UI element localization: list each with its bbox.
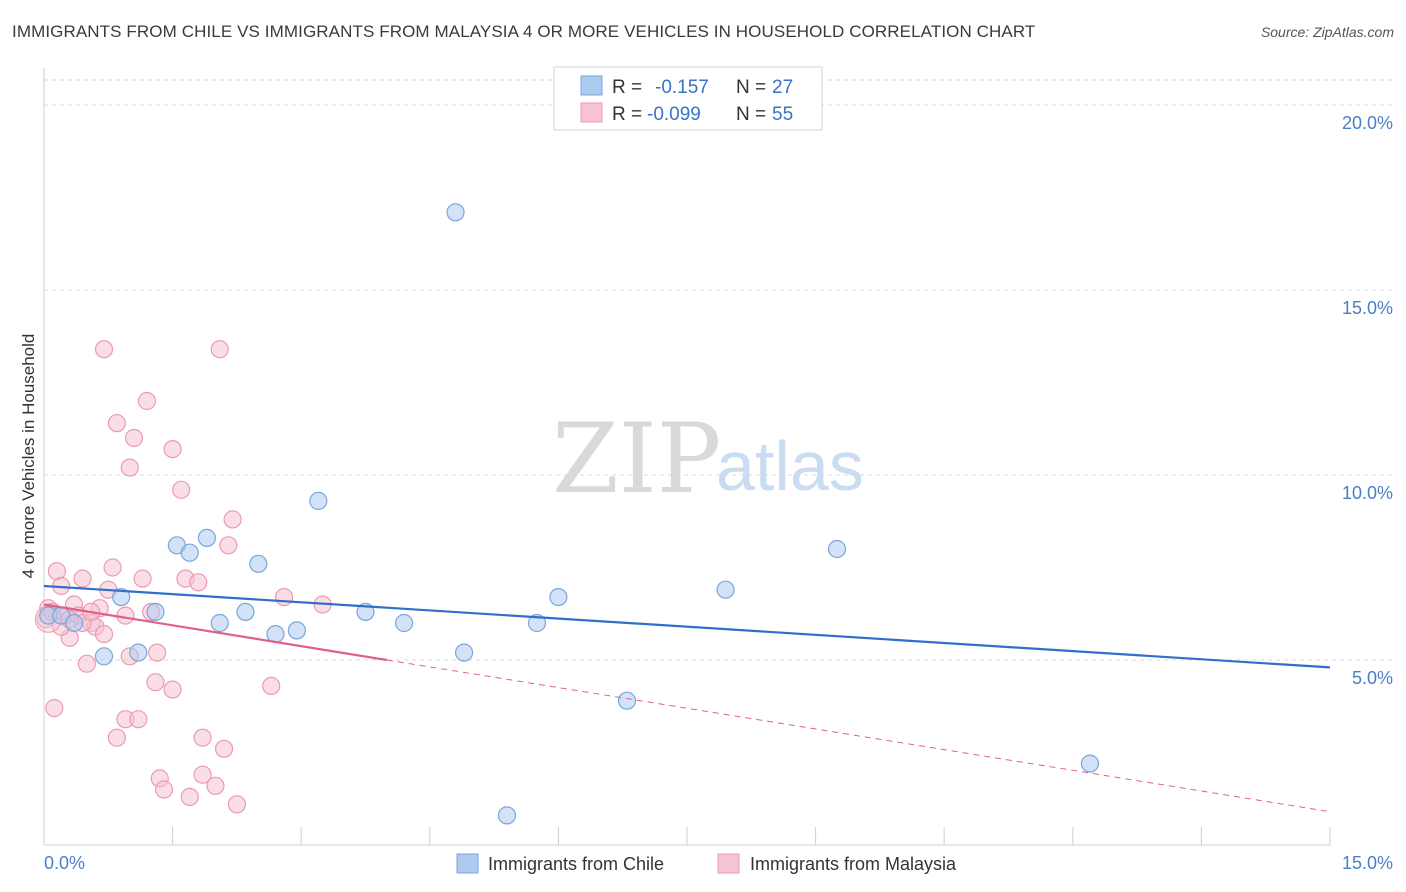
legend-r-label-malaysia: R =: [612, 104, 642, 125]
chile-point: [454, 643, 474, 662]
chile-point: [497, 806, 517, 825]
malaysia-point: [146, 673, 165, 692]
malaysia-point: [189, 573, 208, 592]
malaysia-point: [274, 587, 294, 607]
chile-point: [446, 203, 465, 222]
chile-point: [180, 543, 199, 562]
malaysia-point: [223, 510, 242, 529]
malaysia-point: [107, 728, 126, 747]
chile-point: [249, 554, 268, 573]
legend-n-label-malaysia: N =: [736, 104, 766, 125]
malaysia-point: [94, 624, 114, 644]
malaysia-point: [137, 391, 156, 411]
malaysia-point: [206, 776, 225, 795]
malaysia-point: [219, 536, 238, 555]
chile-point: [527, 613, 547, 633]
correlation-legend: R = -0.157 N = 27 R = -0.099 N = 55: [553, 66, 823, 131]
malaysia-point: [124, 428, 144, 448]
malaysia-point: [172, 480, 191, 499]
chile-point: [129, 643, 148, 662]
chile-point: [309, 491, 328, 510]
malaysia-point: [94, 340, 114, 359]
chile-point: [287, 621, 307, 640]
malaysia-point: [262, 676, 281, 696]
malaysia-point: [133, 569, 152, 588]
series-legend-swatch-malaysia: [717, 853, 740, 874]
chile-point: [394, 613, 414, 633]
malaysia-point: [163, 440, 182, 459]
legend-swatch-malaysia: [580, 102, 603, 123]
y-tick-labels: 5.0% 10.0% 15.0% 20.0%: [1342, 113, 1393, 688]
chile-point: [146, 602, 165, 622]
chile-points: [39, 203, 1100, 825]
chile-point: [827, 539, 847, 559]
trend-lines: [43, 584, 1331, 813]
watermark-atlas: atlas: [716, 427, 864, 505]
chile-point: [197, 528, 216, 548]
malaysia-trend-line: [43, 603, 388, 662]
chile-point: [549, 587, 568, 607]
legend-swatch-chile: [580, 75, 603, 96]
malaysia-point: [193, 765, 212, 784]
series-legend-swatch-chile: [456, 853, 479, 874]
malaysia-point: [193, 728, 212, 747]
chile-point: [210, 613, 229, 633]
malaysia-point: [180, 787, 199, 807]
chile-point: [64, 613, 84, 633]
malaysia-point: [103, 558, 122, 577]
malaysia-point: [163, 680, 182, 699]
chile-point: [716, 580, 735, 599]
y-tick-label: 10.0%: [1342, 483, 1393, 503]
malaysia-point: [45, 698, 64, 718]
malaysia-point: [77, 654, 96, 673]
source-credit: Source: ZipAtlas.com: [1260, 24, 1394, 40]
malaysia-point: [116, 606, 135, 625]
chart-title: IMMIGRANTS FROM CHILE VS IMMIGRANTS FROM…: [12, 22, 1036, 41]
series-legend-label-chile: Immigrants from Chile: [488, 854, 664, 874]
watermark-zip: ZIP: [552, 403, 721, 515]
x-tick-label-max: 15.0%: [1342, 853, 1393, 873]
series-legend-label-malaysia: Immigrants from Malaysia: [750, 854, 957, 874]
chile-point: [1080, 754, 1100, 773]
y-tick-label: 15.0%: [1342, 298, 1393, 318]
chile-point: [236, 602, 255, 622]
malaysia-point: [154, 780, 174, 799]
malaysia-point: [227, 795, 246, 814]
malaysia-points: [34, 340, 332, 814]
malaysia-point: [120, 458, 139, 477]
legend-r-value-malaysia: -0.099: [647, 104, 701, 125]
chile-point: [617, 691, 637, 710]
malaysia-point: [210, 340, 229, 359]
y-tick-label: 20.0%: [1342, 113, 1393, 133]
malaysia-point: [73, 569, 92, 588]
legend-r-value-chile: -0.157: [655, 77, 709, 98]
legend-n-label-chile: N =: [736, 77, 766, 98]
grid-lines: [44, 79, 1392, 661]
legend-n-value-chile: 27: [772, 77, 793, 98]
legend-n-value-malaysia: 55: [772, 104, 793, 125]
y-tick-label: 5.0%: [1352, 668, 1393, 688]
series-legend: Immigrants from Chile Immigrants from Ma…: [456, 853, 957, 874]
malaysia-point: [129, 710, 148, 729]
x-tick-label-min: 0.0%: [44, 853, 85, 873]
malaysia-point: [107, 414, 126, 433]
chile-point: [112, 587, 131, 607]
chile-point: [94, 647, 114, 666]
legend-r-label-chile: R =: [612, 77, 642, 98]
chile-trend-line: [43, 584, 1331, 669]
malaysia-point: [148, 643, 167, 662]
y-axis-title: 4 or more Vehicles in Household: [19, 334, 38, 579]
malaysia-trend-extension: [386, 659, 1331, 813]
x-ticks: [43, 827, 1331, 845]
malaysia-point: [214, 739, 234, 758]
